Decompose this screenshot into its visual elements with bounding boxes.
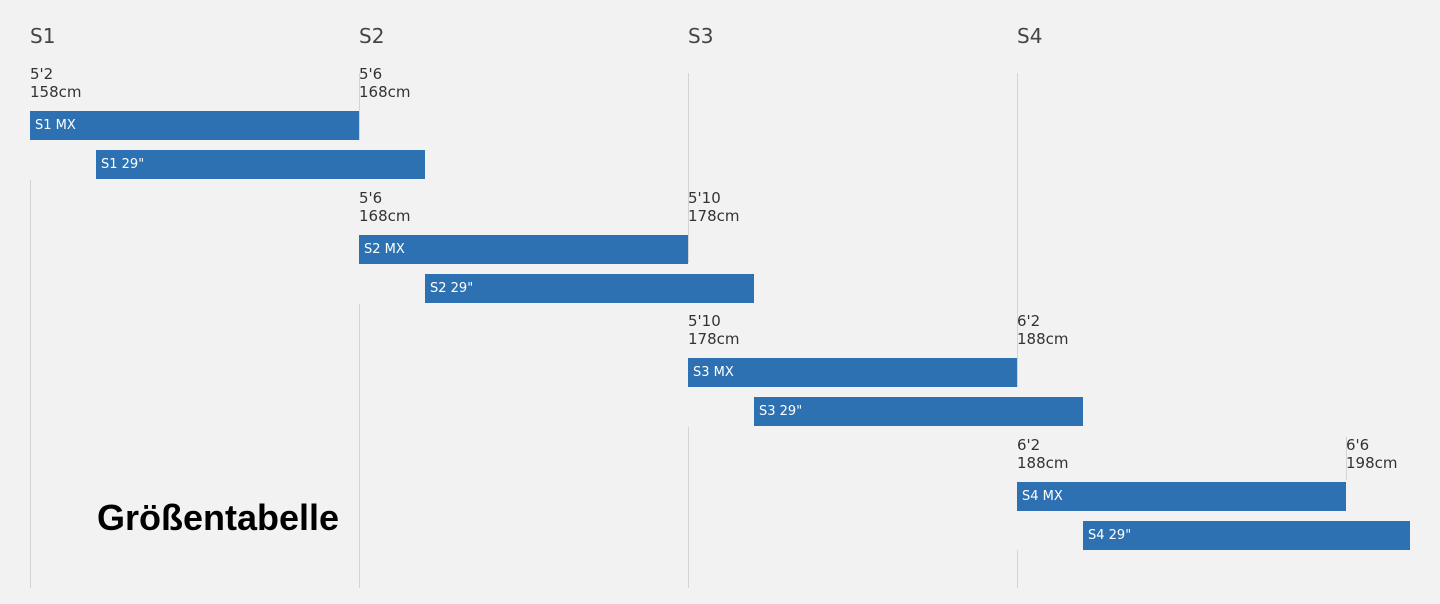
height-label-cm: 198cm xyxy=(1346,454,1398,472)
height-label-cm: 158cm xyxy=(30,83,82,101)
gridline-158-0 xyxy=(30,180,31,588)
bar-s3-29: S3 29" xyxy=(754,397,1083,426)
height-label-ft: 5'10 xyxy=(688,312,721,330)
height-label-ft: 6'6 xyxy=(1346,436,1370,454)
height-label: 5'6 168cm xyxy=(359,65,411,101)
height-label: 5'6 168cm xyxy=(359,189,411,225)
height-label: 6'2 188cm xyxy=(1017,312,1069,348)
chart-title: Größentabelle xyxy=(97,497,340,538)
bar-s4-mx: S4 MX xyxy=(1017,482,1346,511)
column-label-s1: S1 xyxy=(30,24,56,48)
gridline-198-0 xyxy=(1346,437,1347,480)
height-label: 6'6 198cm xyxy=(1346,436,1398,472)
height-label-cm: 188cm xyxy=(1017,330,1069,348)
gridline-188-1 xyxy=(1017,550,1018,588)
height-label-cm: 168cm xyxy=(359,207,411,225)
height-label-cm: 178cm xyxy=(688,330,740,348)
height-label: 5'10 178cm xyxy=(688,312,740,348)
height-label-cm: 168cm xyxy=(359,83,411,101)
column-label-s3: S3 xyxy=(688,24,714,48)
bar-s2-29: S2 29" xyxy=(425,274,754,303)
height-label-ft: 5'10 xyxy=(688,189,721,207)
bar-s4-29: S4 29" xyxy=(1083,521,1410,550)
height-label-ft: 6'2 xyxy=(1017,436,1041,454)
height-label-cm: 178cm xyxy=(688,207,740,225)
gridline-168-0 xyxy=(359,73,360,140)
bar-s3-mx: S3 MX xyxy=(688,358,1017,387)
gridline-168-1 xyxy=(359,304,360,588)
height-label-ft: 6'2 xyxy=(1017,312,1041,330)
height-label-ft: 5'6 xyxy=(359,189,383,207)
bar-s2-mx: S2 MX xyxy=(359,235,688,264)
height-label-ft: 5'6 xyxy=(359,65,383,83)
column-label-s2: S2 xyxy=(359,24,385,48)
height-label: 5'2 158cm xyxy=(30,65,82,101)
bar-s1-mx: S1 MX xyxy=(30,111,359,140)
gridline-178-0 xyxy=(688,73,689,263)
height-label-ft: 5'2 xyxy=(30,65,54,83)
gridline-188-0 xyxy=(1017,73,1018,387)
height-label-cm: 188cm xyxy=(1017,454,1069,472)
column-label-s4: S4 xyxy=(1017,24,1043,48)
bar-s1-29: S1 29" xyxy=(96,150,425,179)
height-label: 5'10 178cm xyxy=(688,189,740,225)
height-label: 6'2 188cm xyxy=(1017,436,1069,472)
gridline-178-1 xyxy=(688,427,689,588)
